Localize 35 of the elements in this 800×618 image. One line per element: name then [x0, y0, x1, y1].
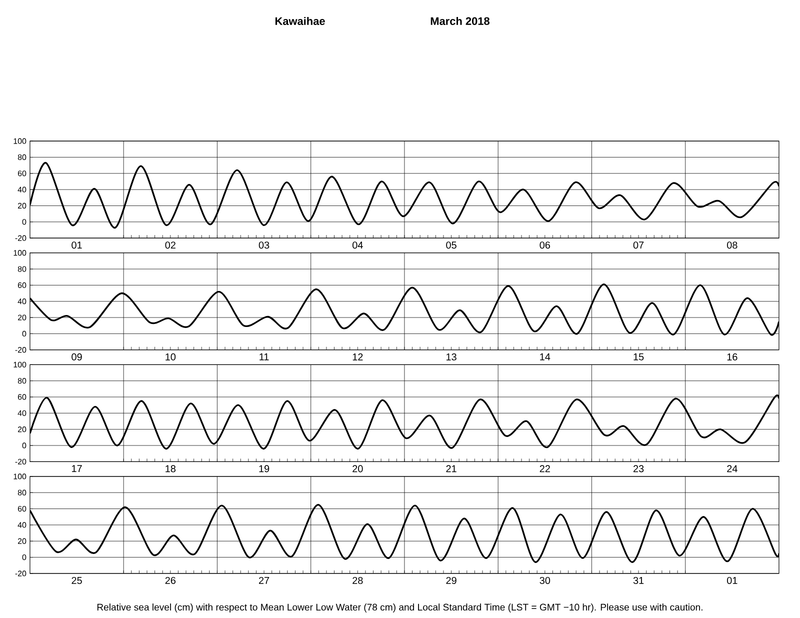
x-tick-label: 07 [633, 242, 644, 249]
x-tick-label: 14 [540, 353, 550, 360]
chart-subtitle: March 2018 [430, 16, 490, 26]
x-tick-label: 30 [540, 576, 550, 584]
x-tick-label: 18 [166, 465, 176, 472]
text: Relative sea level (cm) with respect to Mean Lower Low Water (78 cm) and Local Standard Time (LST = GMT −10 hr). Please use with caution. [97, 604, 702, 612]
x-tick-label: 24 [727, 465, 738, 472]
x-tick-label: 16 [727, 353, 738, 360]
x-tick-label: 11 [260, 353, 269, 360]
x-tick-label: 28 [352, 576, 363, 584]
x-tick-label: 20 [352, 465, 363, 472]
x-tick-label: 02 [165, 242, 176, 249]
x-tick-label: 08 [727, 242, 738, 249]
x-tick-label: 05 [446, 242, 456, 249]
x-tick-label: 15 [634, 353, 644, 360]
x-tick-label: 26 [165, 576, 176, 584]
x-tick-label: 23 [633, 465, 644, 472]
x-tick-label: 31 [633, 576, 644, 584]
chart-title: Kawaihae [275, 16, 325, 26]
x-tick-label: 09 [72, 353, 82, 360]
x-tick-label: 04 [352, 242, 363, 249]
x-tick-label: 13 [446, 353, 456, 360]
x-tick-label: 01 [72, 242, 82, 249]
x-tick-label: 22 [540, 465, 550, 472]
x-tick-label: 06 [540, 242, 550, 249]
x-tick-label: 01 [727, 576, 738, 584]
x-tick-label: 19 [259, 465, 270, 472]
x-tick-label: 03 [258, 242, 270, 249]
x-tick-label: 27 [258, 576, 270, 584]
x-tick-label: 17 [72, 465, 82, 472]
x-tick-label: 10 [166, 353, 176, 360]
x-tick-label: 21 [446, 465, 456, 472]
x-tick-label: 25 [72, 576, 82, 584]
x-tick-label: 29 [446, 576, 456, 584]
x-tick-label: 12 [352, 353, 363, 360]
